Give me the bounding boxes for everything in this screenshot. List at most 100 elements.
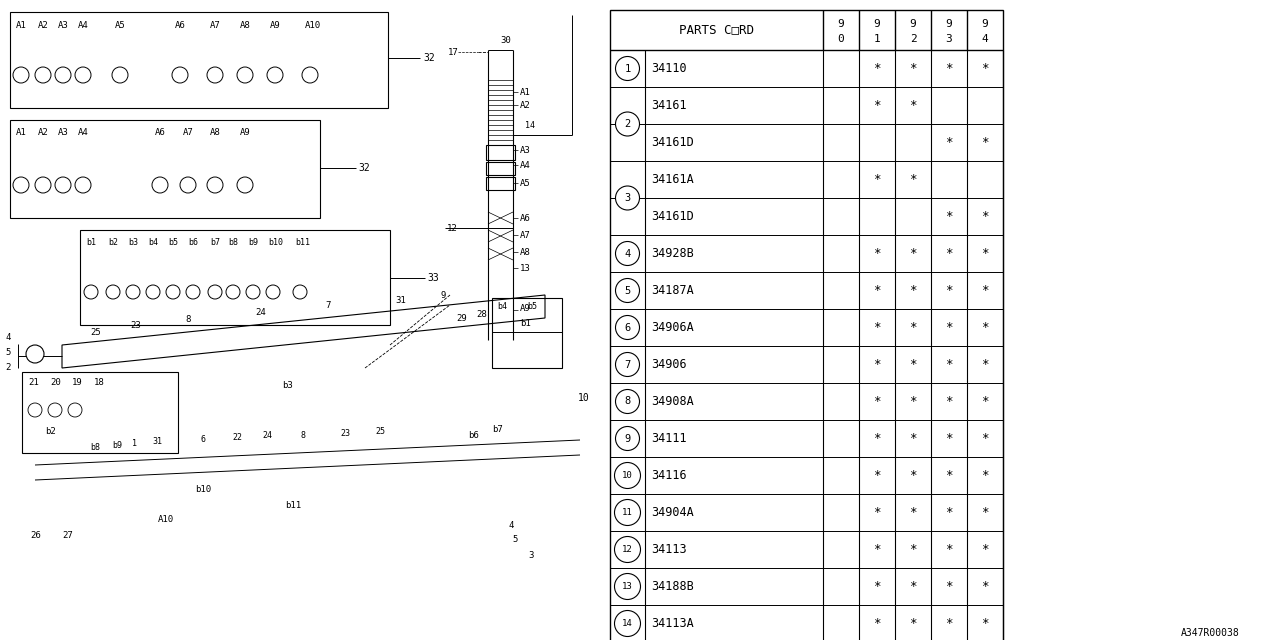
- Circle shape: [28, 403, 42, 417]
- Circle shape: [35, 177, 51, 193]
- Text: 23: 23: [340, 429, 349, 438]
- Text: 34161A: 34161A: [652, 173, 694, 186]
- Text: 34161D: 34161D: [652, 136, 694, 149]
- Text: *: *: [873, 358, 881, 371]
- Circle shape: [246, 285, 260, 299]
- Text: 13: 13: [520, 264, 531, 273]
- Text: 0: 0: [837, 34, 845, 44]
- Text: *: *: [945, 284, 952, 297]
- Text: *: *: [945, 395, 952, 408]
- Text: 9: 9: [625, 433, 631, 444]
- Text: b9: b9: [248, 237, 259, 246]
- Text: 27: 27: [61, 531, 73, 540]
- Circle shape: [172, 67, 188, 83]
- Text: 3: 3: [946, 34, 952, 44]
- Text: b6: b6: [468, 431, 479, 440]
- Bar: [486, 145, 515, 160]
- Text: b4: b4: [497, 301, 507, 310]
- Text: b6: b6: [188, 237, 198, 246]
- Text: 2: 2: [625, 119, 631, 129]
- Text: *: *: [982, 358, 988, 371]
- Text: *: *: [909, 247, 916, 260]
- Text: A8: A8: [241, 20, 251, 29]
- Text: 12: 12: [622, 545, 632, 554]
- Text: b10: b10: [268, 237, 283, 246]
- Text: 2: 2: [910, 34, 916, 44]
- Text: *: *: [873, 395, 881, 408]
- Text: 25: 25: [90, 328, 101, 337]
- Text: 34906A: 34906A: [652, 321, 694, 334]
- Text: A8: A8: [520, 248, 531, 257]
- Text: *: *: [982, 506, 988, 519]
- Circle shape: [616, 426, 640, 451]
- Text: 34113A: 34113A: [652, 617, 694, 630]
- Text: 8: 8: [186, 314, 191, 323]
- Text: *: *: [982, 543, 988, 556]
- Text: 14: 14: [525, 120, 535, 129]
- Text: A10: A10: [157, 515, 174, 525]
- Text: 34187A: 34187A: [652, 284, 694, 297]
- Circle shape: [616, 112, 640, 136]
- Text: 9: 9: [910, 19, 916, 29]
- Text: b11: b11: [294, 237, 310, 246]
- Bar: [10, 120, 320, 218]
- Text: *: *: [873, 617, 881, 630]
- Circle shape: [302, 67, 317, 83]
- Text: 2: 2: [5, 362, 10, 371]
- Text: *: *: [873, 173, 881, 186]
- Circle shape: [49, 403, 61, 417]
- Text: A2: A2: [38, 127, 49, 136]
- Text: *: *: [945, 247, 952, 260]
- Text: *: *: [982, 210, 988, 223]
- Circle shape: [76, 177, 91, 193]
- Text: 10: 10: [579, 393, 590, 403]
- Text: A4: A4: [78, 127, 88, 136]
- Text: b3: b3: [128, 237, 138, 246]
- Text: 14: 14: [622, 619, 632, 628]
- Bar: [611, 10, 1004, 640]
- Text: 20: 20: [50, 378, 60, 387]
- Text: b5: b5: [527, 301, 538, 310]
- Text: 34110: 34110: [652, 62, 686, 75]
- Text: 17: 17: [448, 47, 458, 56]
- Text: *: *: [909, 62, 916, 75]
- Circle shape: [55, 67, 70, 83]
- Text: 6: 6: [200, 435, 205, 444]
- Text: 7: 7: [325, 301, 330, 310]
- Text: *: *: [945, 358, 952, 371]
- Circle shape: [180, 177, 196, 193]
- Text: *: *: [945, 543, 952, 556]
- Text: A1: A1: [520, 88, 531, 97]
- Text: 19: 19: [72, 378, 83, 387]
- Text: *: *: [982, 617, 988, 630]
- Text: 31: 31: [396, 296, 406, 305]
- Text: *: *: [873, 543, 881, 556]
- Text: A3: A3: [520, 145, 531, 154]
- Text: A347R00038: A347R00038: [1181, 628, 1240, 638]
- Text: 11: 11: [622, 508, 632, 517]
- Text: 18: 18: [93, 378, 105, 387]
- Text: *: *: [873, 469, 881, 482]
- Text: A2: A2: [520, 100, 531, 109]
- Text: *: *: [982, 580, 988, 593]
- Text: b2: b2: [45, 428, 56, 436]
- Circle shape: [616, 186, 640, 210]
- Bar: [486, 162, 515, 175]
- Text: 26: 26: [29, 531, 41, 540]
- Text: A1: A1: [17, 20, 27, 29]
- Text: *: *: [873, 62, 881, 75]
- Circle shape: [616, 316, 640, 339]
- Circle shape: [152, 177, 168, 193]
- Circle shape: [614, 573, 640, 600]
- Text: 1: 1: [625, 63, 631, 74]
- Text: *: *: [909, 432, 916, 445]
- Text: *: *: [909, 395, 916, 408]
- Text: *: *: [945, 617, 952, 630]
- Circle shape: [266, 285, 280, 299]
- Text: 29: 29: [456, 314, 467, 323]
- Text: 6: 6: [625, 323, 631, 333]
- Text: 34906: 34906: [652, 358, 686, 371]
- Text: b8: b8: [90, 444, 100, 452]
- Text: A3: A3: [58, 20, 69, 29]
- Text: A10: A10: [305, 20, 321, 29]
